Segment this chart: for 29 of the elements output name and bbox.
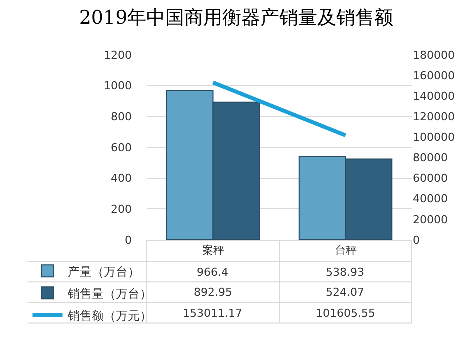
y-tick-label: 0 xyxy=(125,234,132,247)
legend-label: 销售额（万元） xyxy=(66,308,152,323)
y-tick-label: 600 xyxy=(111,141,132,154)
y2-tick-label: 120000 xyxy=(413,110,455,124)
y-tick-label: 1000 xyxy=(104,80,132,93)
y2-tick-label: 20000 xyxy=(413,213,448,226)
data-label: 538.93 xyxy=(326,266,364,279)
y2-tick-label: 180000 xyxy=(413,48,455,62)
y2-tick-label: 40000 xyxy=(413,192,448,206)
data-label: 524.07 xyxy=(326,286,364,299)
y2-tick-label: 140000 xyxy=(413,90,455,103)
legend-label: 销售量（万台） xyxy=(66,286,152,301)
y2-tick-label: 80000 xyxy=(413,152,448,165)
y2-tick-label: 100000 xyxy=(413,131,455,144)
y2-tick-label: 60000 xyxy=(413,172,448,186)
y-tick-label: 1200 xyxy=(104,48,132,62)
y2-tick-label: 0 xyxy=(413,234,420,247)
data-label: 101605.55 xyxy=(316,307,376,320)
y-tick-label: 400 xyxy=(111,172,132,186)
data-label: 153011.17 xyxy=(183,307,242,320)
x-tick-label: 台秤 xyxy=(334,244,357,258)
y2-tick-label: 160000 xyxy=(413,69,455,82)
legend-label: 产量（万台） xyxy=(68,264,140,279)
y-tick-label: 800 xyxy=(111,110,132,124)
data-label: 966.4 xyxy=(197,266,228,279)
x-tick-label: 案秤 xyxy=(202,244,224,258)
chart-title: 2019年中国商用衡器产销量及销售额 xyxy=(79,6,394,29)
data-label: 892.95 xyxy=(194,286,232,299)
y-tick-label: 200 xyxy=(111,203,132,216)
